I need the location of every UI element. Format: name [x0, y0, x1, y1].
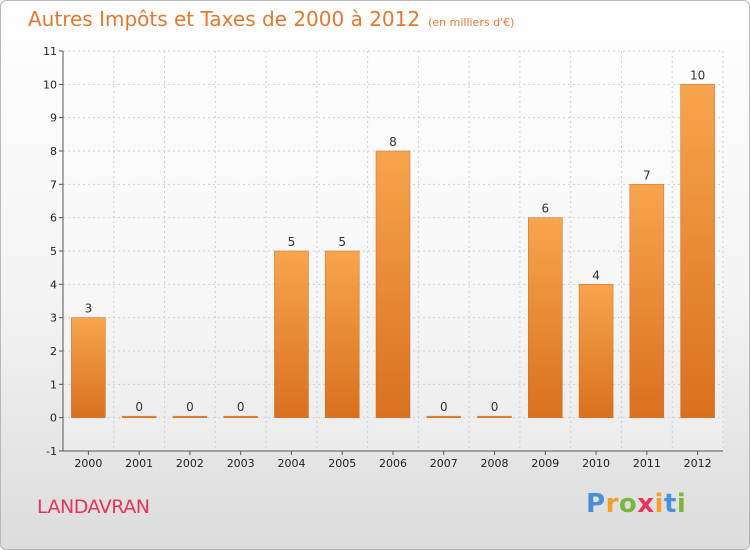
x-tick-label: 2004	[277, 457, 305, 470]
x-tick-label: 2008	[481, 457, 509, 470]
value-label: 7	[643, 168, 651, 182]
value-label: 3	[85, 302, 93, 316]
y-tick-label: 10	[43, 78, 57, 91]
logo-letter: o	[618, 489, 638, 519]
value-label: 8	[389, 135, 397, 149]
logo-letter: i	[654, 489, 664, 519]
y-tick-label: 0	[50, 412, 57, 425]
logo-letter: t	[663, 489, 677, 519]
bar-2004	[274, 250, 309, 418]
x-tick-label: 2001	[125, 457, 153, 470]
value-label: 4	[592, 268, 600, 282]
bar-2006	[375, 150, 411, 418]
chart-title: Autres Impôts et Taxes de 2000 à 2012 (en…	[28, 7, 514, 31]
bar-2007	[426, 415, 462, 418]
value-label: 5	[338, 235, 346, 249]
x-tick-label: 2009	[531, 457, 559, 470]
bar-2011	[629, 184, 665, 418]
y-tick-label: 3	[50, 312, 57, 325]
x-tick-label: 2010	[582, 457, 610, 470]
bar-2008	[477, 415, 512, 418]
x-tick-label: 2012	[684, 457, 712, 470]
x-tick-label: 2005	[328, 457, 356, 470]
bar-2001	[121, 415, 157, 418]
value-label: 0	[135, 400, 143, 414]
x-tick-label: 2000	[74, 457, 102, 470]
commune-name: LANDAVRAN	[37, 496, 150, 518]
value-label: 0	[491, 400, 499, 414]
y-tick-label: 1	[50, 378, 57, 391]
logo-letter: P	[586, 489, 606, 519]
bar-2009	[528, 217, 563, 418]
y-tick-label: 2	[50, 345, 57, 358]
y-tick-label: 8	[50, 145, 57, 158]
value-label: 0	[186, 400, 194, 414]
x-tick-label: 2011	[633, 457, 661, 470]
value-label: 5	[288, 235, 296, 249]
logo-letter: r	[605, 489, 619, 519]
logo-letter: x	[637, 489, 655, 519]
y-tick-label: 9	[50, 112, 57, 125]
bar-2003	[223, 415, 258, 418]
axes: -1 0 1 2 3 4 5 6 7 8 9 10 11	[43, 45, 723, 458]
chart-title-text: Autres Impôts et Taxes de 2000 à 2012	[28, 7, 421, 31]
value-label: 0	[440, 400, 448, 414]
chart-subtitle: (en milliers d'€)	[428, 16, 515, 29]
bar-2012	[680, 84, 715, 418]
x-tick-label: 2003	[227, 457, 255, 470]
bar-2010	[578, 284, 614, 418]
x-tick-label: 2002	[176, 457, 204, 470]
value-label: 10	[690, 68, 705, 82]
value-label: 6	[541, 202, 549, 216]
y-tick-label: -1	[46, 445, 57, 458]
y-tick-label: 7	[50, 178, 57, 191]
bar-2000	[71, 317, 106, 418]
x-tick-label: 2006	[379, 457, 407, 470]
y-tick-label: 5	[50, 245, 57, 258]
y-tick-label: 11	[43, 45, 57, 58]
logo-letter: i	[676, 489, 687, 519]
proxiti-logo: Proxiti	[586, 489, 686, 519]
x-tick-label: 2007	[430, 457, 458, 470]
y-tick-label: 4	[50, 278, 57, 291]
labels-group: 2000 3 2001 0 2002 0 2003 0 2004 5 2005 5 2006 8 2007 0…	[74, 68, 711, 470]
y-tick-label: 6	[50, 212, 57, 225]
bars-group	[71, 84, 715, 418]
value-label: 0	[237, 400, 245, 414]
bar-2002	[172, 415, 208, 418]
bar-2005	[324, 250, 360, 418]
